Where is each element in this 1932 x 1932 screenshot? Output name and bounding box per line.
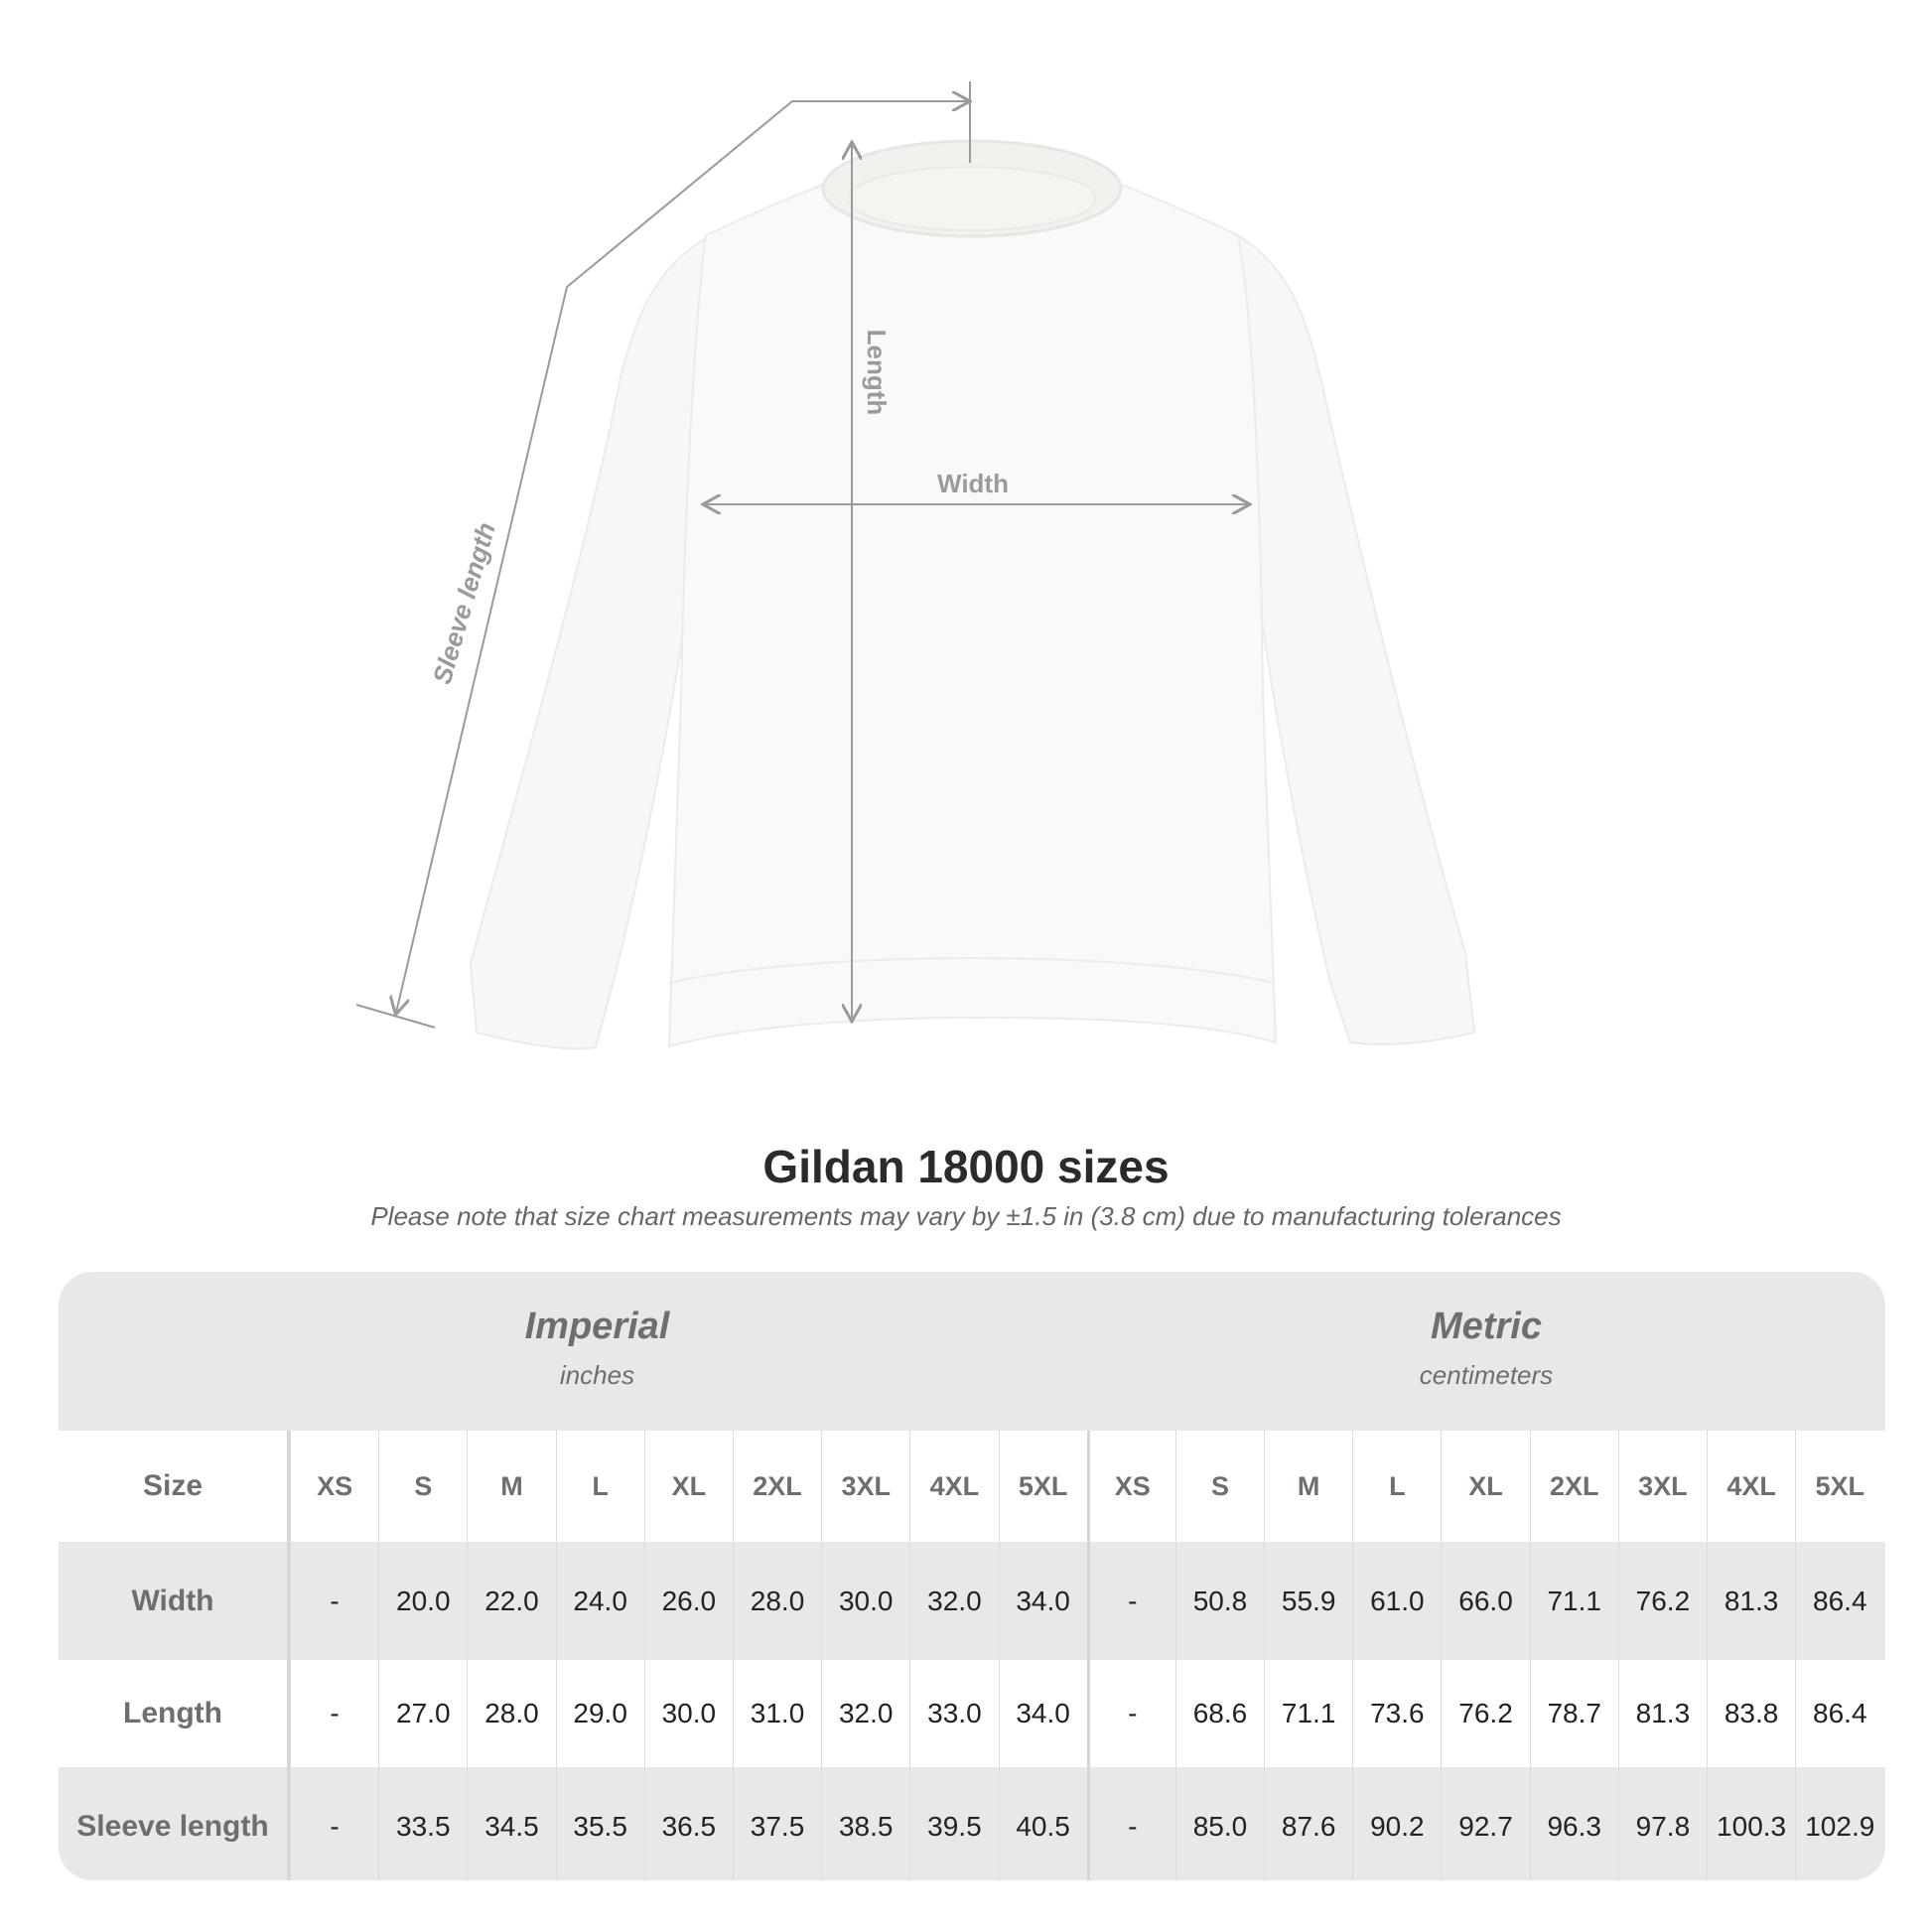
tolerance-note: Please note that size chart measurements… <box>370 1201 1562 1231</box>
imperial-size-header: 5XL <box>998 1431 1087 1542</box>
imperial-size-header: L <box>555 1431 644 1542</box>
imperial-value-cell: - <box>290 1542 378 1660</box>
metric-value-cell: 100.3 <box>1707 1767 1795 1880</box>
row-label: Size <box>59 1431 290 1542</box>
metric-value-cell: 50.8 <box>1174 1542 1264 1660</box>
metric-value-cell: 86.4 <box>1795 1660 1883 1767</box>
imperial-value-cell: 33.0 <box>909 1660 998 1767</box>
metric-value-cell: 66.0 <box>1441 1542 1529 1660</box>
imperial-value-cell: 28.0 <box>467 1660 555 1767</box>
page-title: Gildan 18000 sizes <box>762 1141 1170 1192</box>
metric-size-header: M <box>1264 1431 1352 1542</box>
metric-size-header: 3XL <box>1617 1431 1707 1542</box>
imperial-value-cell: 28.0 <box>732 1542 821 1660</box>
imperial-value-cell: 26.0 <box>643 1542 733 1660</box>
metric-value-cell: - <box>1086 1660 1175 1767</box>
imperial-value-cell: 34.5 <box>467 1767 555 1880</box>
imperial-value-cell: 29.0 <box>555 1660 644 1767</box>
metric-value-cell: 102.9 <box>1795 1767 1883 1880</box>
metric-value-cell: - <box>1086 1542 1175 1660</box>
imperial-size-header: 2XL <box>732 1431 821 1542</box>
metric-size-header: XS <box>1086 1431 1175 1542</box>
imperial-value-cell: 38.5 <box>821 1767 909 1880</box>
imperial-value-cell: 30.0 <box>821 1542 909 1660</box>
metric-value-cell: - <box>1086 1767 1175 1880</box>
metric-value-cell: 73.6 <box>1352 1660 1441 1767</box>
metric-size-header: 5XL <box>1795 1431 1883 1542</box>
imperial-value-cell: 35.5 <box>555 1767 644 1880</box>
metric-value-cell: 96.3 <box>1529 1767 1618 1880</box>
imperial-unit: inches <box>559 1360 635 1390</box>
sleeve-length-line <box>396 101 968 1013</box>
imperial-size-header: XL <box>643 1431 733 1542</box>
metric-value-cell: 76.2 <box>1441 1660 1529 1767</box>
imperial-value-cell: 33.5 <box>378 1767 467 1880</box>
metric-value-cell: 76.2 <box>1617 1542 1707 1660</box>
length-label: Length <box>862 330 892 416</box>
imperial-value-cell: 40.5 <box>998 1767 1087 1880</box>
sweatshirt-illustration: Length Width Sleeve length <box>355 81 1476 1050</box>
imperial-title: Imperial <box>524 1306 670 1347</box>
metric-title: Metric <box>1431 1306 1542 1347</box>
measurement-arrows <box>355 81 1248 1029</box>
width-label: Width <box>937 469 1009 498</box>
imperial-value-cell: 37.5 <box>732 1767 821 1880</box>
imperial-size-header: 3XL <box>821 1431 909 1542</box>
metric-value-cell: 86.4 <box>1795 1542 1883 1660</box>
table-row: Length -27.0 28.0 29.0 30.0 31.0 32.0 33.0 34.0-… <box>59 1660 1885 1767</box>
imperial-value-cell: 32.0 <box>909 1542 998 1660</box>
sweatshirt-shape <box>469 139 1476 1050</box>
table-header: Imperial inches Metric centimeters <box>59 1272 1885 1431</box>
metric-size-header: S <box>1174 1431 1264 1542</box>
metric-value-cell: 97.8 <box>1617 1767 1707 1880</box>
imperial-size-header: M <box>467 1431 555 1542</box>
metric-unit: centimeters <box>1419 1360 1554 1390</box>
metric-size-header: L <box>1352 1431 1441 1542</box>
imperial-value-cell: 22.0 <box>467 1542 555 1660</box>
metric-value-cell: 61.0 <box>1352 1542 1441 1660</box>
metric-group: Metric centimeters <box>1087 1272 1885 1431</box>
imperial-size-header: XS <box>290 1431 378 1542</box>
imperial-value-cell: 27.0 <box>378 1660 467 1767</box>
metric-size-header: 2XL <box>1529 1431 1618 1542</box>
metric-value-cell: 71.1 <box>1264 1660 1352 1767</box>
metric-value-cell: 81.3 <box>1707 1542 1795 1660</box>
sleeve-length-label: Sleeve length <box>427 519 501 687</box>
metric-value-cell: 55.9 <box>1264 1542 1352 1660</box>
metric-value-cell: 78.7 <box>1529 1660 1618 1767</box>
imperial-value-cell: 32.0 <box>821 1660 909 1767</box>
table-row: Width -20.0 22.0 24.0 26.0 28.0 30.0 32.0 34.0-5… <box>59 1542 1885 1660</box>
metric-value-cell: 90.2 <box>1352 1767 1441 1880</box>
size-chart-table: Imperial inches Metric centimeters Size X… <box>59 1272 1885 1880</box>
metric-value-cell: 87.6 <box>1264 1767 1352 1880</box>
imperial-group: Imperial inches <box>59 1272 1136 1431</box>
metric-value-cell: 92.7 <box>1441 1767 1529 1880</box>
metric-value-cell: 68.6 <box>1174 1660 1264 1767</box>
imperial-value-cell: 34.0 <box>998 1660 1087 1767</box>
imperial-size-header: 4XL <box>909 1431 998 1542</box>
imperial-size-header: S <box>378 1431 467 1542</box>
row-label: Width <box>59 1542 290 1660</box>
metric-size-header: 4XL <box>1707 1431 1795 1542</box>
table-row: Sleeve length -33.5 34.5 35.5 36.5 37.5 38.5 39… <box>59 1767 1885 1880</box>
metric-value-cell: 85.0 <box>1174 1767 1264 1880</box>
imperial-value-cell: 36.5 <box>643 1767 733 1880</box>
row-label: Sleeve length <box>59 1767 290 1880</box>
row-label: Length <box>59 1660 290 1767</box>
imperial-value-cell: 30.0 <box>643 1660 733 1767</box>
metric-value-cell: 83.8 <box>1707 1660 1795 1767</box>
imperial-value-cell: - <box>290 1767 378 1880</box>
imperial-value-cell: 24.0 <box>555 1542 644 1660</box>
size-header-row: Size XS S M L XL 2XL 3XL 4XL 5XL XS S M L XL 2XL 3XL 4XL 5… <box>59 1431 1885 1542</box>
imperial-value-cell: 39.5 <box>909 1767 998 1880</box>
imperial-value-cell: 31.0 <box>732 1660 821 1767</box>
imperial-value-cell: 20.0 <box>378 1542 467 1660</box>
imperial-value-cell: 34.0 <box>998 1542 1087 1660</box>
metric-size-header: XL <box>1441 1431 1529 1542</box>
metric-value-cell: 71.1 <box>1529 1542 1618 1660</box>
metric-value-cell: 81.3 <box>1617 1660 1707 1767</box>
imperial-value-cell: - <box>290 1660 378 1767</box>
